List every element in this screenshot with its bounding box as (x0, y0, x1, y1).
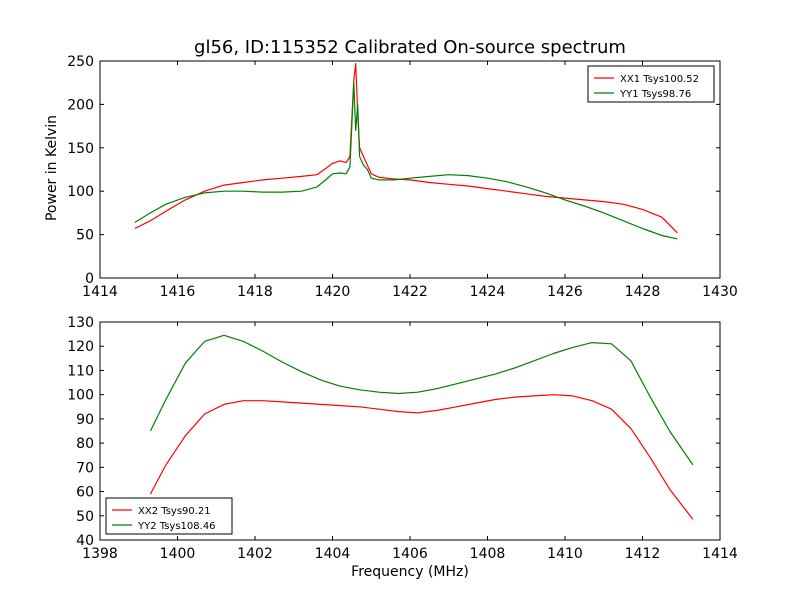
x-tick-label: 1418 (237, 284, 273, 300)
legend-label: YY2 Tsys108.46 (137, 521, 216, 532)
y-tick-label: 60 (76, 485, 94, 501)
x-tick-label: 1406 (392, 546, 428, 562)
chart-title: gl56, ID:115352 Calibrated On-source spe… (194, 37, 626, 58)
x-tick-label: 1420 (315, 284, 351, 300)
y-tick-label: 90 (76, 412, 94, 428)
x-tick-label: 1424 (470, 284, 506, 300)
y-tick-label: 130 (67, 315, 94, 331)
y-tick-label: 110 (67, 363, 94, 379)
x-tick-label: 1414 (702, 546, 738, 562)
y-tick-label: 80 (76, 436, 94, 452)
panel-2: 1398 1400 1402 1404 1406 1408 1410 1412 1414 40 50… (67, 315, 738, 562)
y-tick-label: 150 (67, 141, 94, 157)
y-axis-label: Power in Kelvin (44, 115, 60, 221)
legend-label: YY1 Tsys98.76 (619, 89, 691, 100)
series-line-1 (149, 394, 694, 520)
x-tick-label: 1422 (392, 284, 428, 300)
x-tick-label: 1426 (547, 284, 583, 300)
panel-1: 1414 1416 1418 1420 1422 1424 1426 1428 1430 0 50 1… (67, 54, 738, 300)
x-tick-label: 1430 (702, 284, 738, 300)
y-tick-label: 100 (67, 388, 94, 404)
y-tick-label: 250 (67, 54, 94, 70)
y-tick-label: 120 (67, 339, 94, 355)
x-tick-label: 1400 (160, 546, 196, 562)
y-tick-label: 40 (76, 533, 94, 549)
legend-box (587, 65, 715, 103)
x-tick-label: 1414 (82, 284, 118, 300)
legend: XX1 Tsys100.52 YY1 Tsys98.76 (587, 65, 715, 103)
x-tick-label: 1416 (160, 284, 196, 300)
y-tick-label: 70 (76, 460, 94, 476)
x-tick-label: 1412 (625, 546, 661, 562)
series-line-2 (149, 334, 694, 466)
x-tick-label: 1408 (470, 546, 506, 562)
x-tick-label: 1404 (315, 546, 351, 562)
y-tick-label: 50 (76, 228, 94, 244)
x-axis-label: Frequency (MHz) (351, 564, 469, 580)
y-tick-label: 50 (76, 509, 94, 525)
x-tick-label: 1410 (547, 546, 583, 562)
x-tick-label: 1398 (82, 546, 118, 562)
y-tick-label: 100 (67, 184, 94, 200)
x-tick-label: 1402 (237, 546, 273, 562)
series-line-1 (134, 62, 678, 234)
y-tick-label: 200 (67, 97, 94, 113)
legend-label: XX2 Tsys90.21 (138, 506, 211, 517)
x-tick-label: 1428 (625, 284, 661, 300)
legend-box (105, 497, 233, 535)
chart-panels: 1414 1416 1418 1420 1422 1424 1426 1428 14300501… (67, 54, 738, 562)
legend: XX2 Tsys90.21 YY2 Tsys108.46 (105, 497, 233, 535)
y-tick-label: 0 (85, 271, 94, 287)
legend-label: XX1 Tsys100.52 (620, 74, 699, 85)
series-line-2 (134, 82, 678, 240)
